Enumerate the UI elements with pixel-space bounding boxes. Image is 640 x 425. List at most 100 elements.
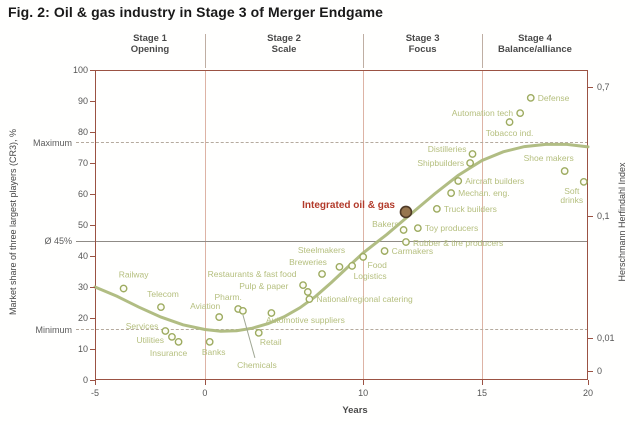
point-label-automation-tech: Automation tech (452, 108, 514, 118)
point-mechan-eng (447, 189, 456, 197)
point-rubber-tire-producers (402, 238, 410, 246)
point-retail (254, 328, 263, 337)
point-label-shoe-makers: Shoe makers (524, 153, 574, 163)
point-label-breweries: Breweries (289, 257, 327, 267)
point-chemicals (239, 306, 247, 315)
x-axis-title: Years (342, 405, 368, 416)
left-axis-title: Market share of three largest players (C… (8, 128, 18, 316)
point-label-shipbuilders: Shipbuilders (417, 158, 464, 168)
point-aviation (215, 313, 224, 321)
point-label-automotive-suppliers: Automotive suppliers (266, 315, 345, 325)
y-tickmark-right-0-1 (588, 215, 593, 217)
x-tickmark--5 (95, 380, 96, 385)
point-label-insurance: Insurance (150, 348, 188, 358)
point-label-national-regional-catering: National/regional catering (316, 294, 413, 304)
stage-label-1: Stage 1 Opening (130, 33, 170, 55)
y-tick-right-0: 0 (597, 365, 603, 376)
x-tick-0: 0 (202, 388, 208, 398)
point-carmakers (380, 247, 389, 255)
point-telecom (157, 303, 165, 312)
y-tick-left-30: 30 (77, 282, 88, 292)
stage-divider-3 (482, 34, 483, 68)
x-tick--5: -5 (90, 388, 99, 398)
point-label-restaurants-fast-food: Restaurants & fast food (208, 269, 297, 279)
point-insurance (174, 337, 183, 346)
y-tick-right-0-1: 0,1 (597, 210, 610, 221)
point-label-chemicals: Chemicals (237, 360, 277, 370)
y-tickmark-right-0-01 (588, 338, 593, 340)
x-tickmark-0 (204, 380, 206, 385)
point-label-steelmakers: Steelmakers (298, 245, 345, 255)
y-tick-left-40: 40 (77, 251, 88, 261)
plot-frame (95, 70, 588, 380)
point-label-services: Services (126, 321, 159, 331)
point-label-logistics: Logistics (354, 271, 387, 281)
stage-label-2: Stage 2 Scale (267, 33, 301, 55)
point-distilleries (468, 150, 477, 158)
y-tick-left-80: 80 (77, 127, 88, 137)
point-integrated-oil-gas (399, 205, 413, 219)
point-label-pulp-paper: Pulp & paper (239, 281, 288, 291)
y-tick-left-70: 70 (77, 158, 88, 168)
stage-label-3: Stage 3 Focus (405, 33, 440, 55)
point-logistics (348, 262, 357, 270)
point-label-mechan-eng: Mechan. eng. (458, 188, 510, 198)
point-label-distilleries: Distilleries (428, 144, 467, 154)
point-defense (526, 93, 535, 102)
x-tickmark-20 (588, 380, 589, 385)
x-tickmark-10 (363, 380, 365, 385)
x-tick-10: 10 (358, 388, 369, 398)
endgame-curve (93, 142, 590, 333)
point-bakers (399, 226, 408, 234)
y-tick-right-0-7: 0,7 (597, 82, 610, 93)
point-label-telecom: Telecom (147, 289, 179, 299)
y-tick-left-0: 0 (82, 375, 88, 385)
point-label-railway: Railway (119, 270, 150, 280)
point-label-integrated-oil-gas: Integrated oil & gas (302, 200, 395, 211)
point-truck-builders (432, 204, 441, 213)
point-food (359, 253, 368, 261)
y-tickmark-right-0-7 (588, 87, 593, 89)
y-tickmark-right-0 (588, 370, 593, 372)
merger-endgame-curve-chart: Railway Telecom Services Utilities Insurance… (93, 93, 590, 370)
y-tick-left-10: 10 (77, 344, 88, 354)
point-soft-drinks (579, 178, 588, 186)
point-label-defense: Defense (538, 93, 570, 103)
point-tobacco-ind (505, 118, 514, 126)
point-label-rubber-tire-producers: Rubber & tire producers (413, 238, 503, 248)
y-tick-right-0-01: 0,01 (597, 333, 615, 344)
point-aircraft-builders (454, 177, 463, 185)
point-national-regional-catering (305, 295, 314, 303)
figure-title: Fig. 2: Oil & gas industry in Stage 3 of… (8, 4, 384, 20)
point-steelmakers (335, 262, 344, 271)
right-axis-title: Herschmann Herfindahl Index (617, 162, 627, 282)
point-label-retail: Retail (260, 337, 282, 347)
point-restaurants-fast-food (299, 281, 307, 290)
point-label-toy-producers: Toy producers (425, 223, 478, 233)
point-shipbuilders (466, 159, 475, 167)
point-automation-tech (516, 109, 525, 117)
point-label-pharm: Pharm. (214, 292, 241, 302)
guide-label-minimum: Minimum (35, 325, 72, 336)
point-label-carmakers: Carmakers (392, 246, 434, 256)
point-shoe-makers (560, 167, 569, 175)
point-label-soft-drinks: Soft drinks (560, 186, 583, 205)
y-tick-left-100: 100 (72, 65, 88, 75)
x-tick-15: 15 (476, 388, 487, 398)
x-tickmark-15 (482, 380, 483, 385)
y-tick-left-20: 20 (77, 313, 88, 323)
point-automotive-suppliers (267, 309, 276, 317)
point-label-bakers: Bakers (372, 219, 398, 229)
x-tick-20: 20 (582, 388, 593, 398)
y-tickmark-left-0 (90, 380, 95, 381)
point-services (161, 327, 170, 335)
stage-label-4: Stage 4 Balance/alliance (498, 33, 572, 55)
point-label-food: Food (368, 260, 388, 270)
stage-divider-1 (204, 34, 206, 68)
y-tick-left-60: 60 (77, 189, 88, 199)
point-label-tobacco-ind: Tobacco ind. (486, 128, 534, 138)
point-label-aviation: Aviation (190, 301, 220, 311)
stage-divider-2 (363, 34, 365, 68)
point-toy-producers (413, 224, 422, 233)
